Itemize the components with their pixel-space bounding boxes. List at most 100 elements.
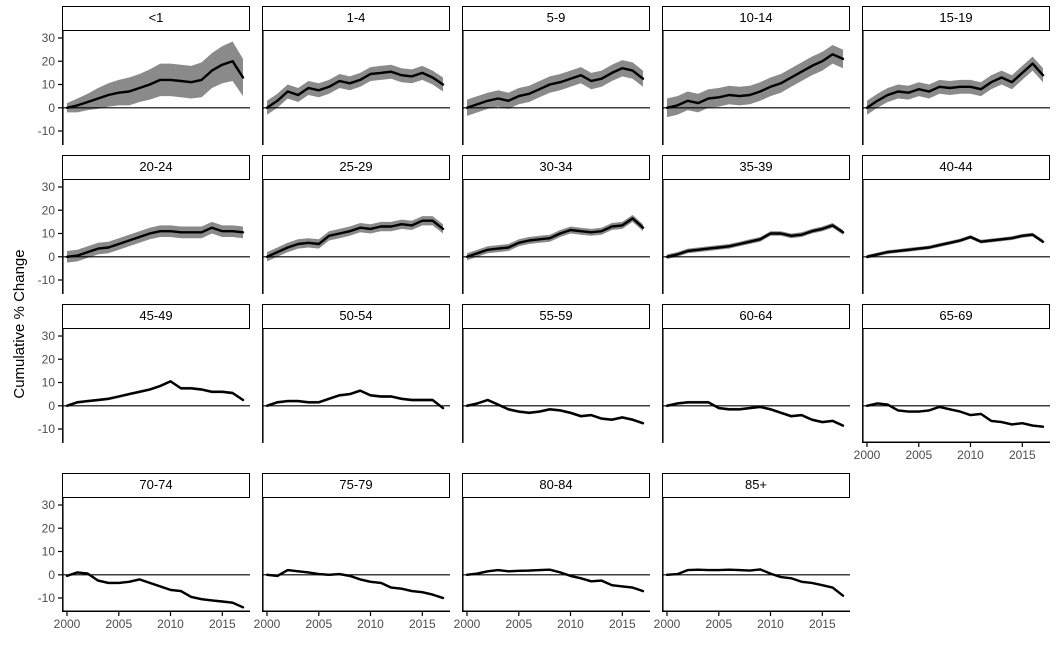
x-tick-label: 2000: [454, 617, 481, 631]
facet-plot: [462, 31, 650, 145]
trend-line: [465, 568, 645, 593]
facet-plot: 30 20 10 0 -10: [38, 180, 250, 294]
facet-plot: [462, 180, 650, 294]
x-tick-label: 2015: [809, 617, 836, 631]
confidence-ribbon: [67, 41, 243, 113]
y-tick-label: -10: [38, 422, 56, 436]
x-tick-label: 2010: [957, 448, 984, 462]
facet-strip-label: 50-54: [262, 304, 450, 329]
facet-plot: [462, 329, 650, 443]
facet-plot: 2000 2005 2010 2015: [854, 329, 1050, 462]
x-tick-label: 2015: [609, 617, 636, 631]
x-tick-label: 2015: [409, 617, 436, 631]
y-tick-label: 20: [42, 54, 56, 68]
y-tick-label: 0: [48, 568, 55, 582]
x-tick-label: 2005: [905, 448, 932, 462]
facet-panel: 10-14: [662, 6, 850, 145]
facet-strip-label: 70-74: [62, 473, 250, 498]
trend-line: [865, 402, 1045, 428]
facet-panel: 25-29: [262, 155, 450, 294]
trend-line: [65, 226, 245, 259]
facet-panel: 85+ 2000 2005 2010 2015: [654, 473, 850, 632]
facet-strip-label: 45-49: [62, 304, 250, 329]
facet-panel: 20-24 30 20 10 0 -10: [24, 155, 250, 294]
facet-plot: 2000 2005 2010 2015: [654, 498, 850, 631]
facet-panel: 15-19: [862, 6, 1050, 145]
facet-strip-label: <1: [62, 6, 250, 31]
trend-line: [65, 380, 245, 408]
x-tick-label: 2005: [505, 617, 532, 631]
y-tick-label: 10: [42, 227, 56, 241]
y-tick-label: 30: [42, 31, 56, 45]
y-tick-label: -10: [38, 124, 56, 138]
x-tick-label: 2015: [209, 617, 236, 631]
facet-plot: [662, 329, 850, 443]
confidence-ribbon: [467, 60, 643, 116]
facet-strip-label: 1-4: [262, 6, 450, 31]
x-tick-label: 2005: [305, 617, 332, 631]
x-tick-label: 2000: [854, 448, 881, 462]
y-tick-label: 0: [48, 101, 55, 115]
trend-line: [265, 219, 445, 259]
facet-panel: 50-54: [262, 304, 450, 443]
facet-panel: 40-44: [862, 155, 1050, 294]
y-tick-label: 30: [42, 329, 56, 343]
trend-line: [865, 62, 1045, 110]
facet-strip-label: 65-69: [862, 304, 1050, 329]
trend-line: [665, 53, 845, 110]
facet-plot: [862, 31, 1050, 145]
facet-plot: [262, 329, 450, 443]
x-tick-label: 2010: [357, 617, 384, 631]
y-tick-label: 30: [42, 498, 56, 512]
confidence-ribbon: [667, 568, 843, 597]
x-tick-label: 2010: [157, 617, 184, 631]
facet-panel: 75-79 2000 2005 2010 2015: [254, 473, 450, 632]
x-tick-label: 2005: [105, 617, 132, 631]
trend-line: [865, 233, 1045, 259]
x-tick-label: 2010: [757, 617, 784, 631]
y-tick-label: 0: [48, 250, 55, 264]
facet-panel: 45-49 30 20 10 0 -10: [24, 304, 250, 443]
y-tick-label: 10: [42, 545, 56, 559]
x-tick-label: 2010: [557, 617, 584, 631]
facet-panel: 65-69 2000 2005 2010 2015: [854, 304, 1050, 463]
facet-panel: 5-9: [462, 6, 650, 145]
facet-strip-label: 55-59: [462, 304, 650, 329]
trend-line: [265, 70, 445, 110]
facet-plot: [262, 31, 450, 145]
facet-panel: 1-4: [262, 6, 450, 145]
trend-line: [65, 571, 245, 609]
facet-strip-label: 60-64: [662, 304, 850, 329]
y-tick-label: -10: [38, 591, 56, 605]
y-tick-label: 10: [42, 78, 56, 92]
x-tick-label: 2005: [705, 617, 732, 631]
confidence-ribbon: [867, 56, 1043, 115]
y-tick-label: 20: [42, 352, 56, 366]
facet-strip-label: 25-29: [262, 155, 450, 180]
facet-panel: 30-34: [462, 155, 650, 294]
y-tick-label: 10: [42, 376, 56, 390]
facet-plot: [862, 180, 1050, 294]
confidence-ribbon: [267, 64, 443, 115]
trend-line: [265, 568, 445, 600]
facet-strip-label: 20-24: [62, 155, 250, 180]
confidence-ribbon: [667, 400, 843, 427]
trend-line: [465, 67, 645, 110]
facet-panel: 70-74 30 20 10 0 -10 2000 2005 2010 2015: [24, 473, 250, 632]
facet-strip-label: 35-39: [662, 155, 850, 180]
facet-strip-label: 75-79: [262, 473, 450, 498]
facet-strip-label: 30-34: [462, 155, 650, 180]
facet-strip-label: 15-19: [862, 6, 1050, 31]
x-tick-label: 2000: [654, 617, 681, 631]
facet-strip-label: 40-44: [862, 155, 1050, 180]
facet-grid: <1 30 20 10 0 -10 1-4 5-9 10-14 15-19 20-24 30 20 10 0…: [24, 6, 1050, 632]
facet-plot: [662, 180, 850, 294]
confidence-ribbon: [667, 45, 843, 118]
facet-panel: 35-39: [662, 155, 850, 294]
y-tick-label: 0: [48, 399, 55, 413]
confidence-ribbon: [267, 216, 443, 262]
facet-plot: [262, 180, 450, 294]
facet-plot: 2000 2005 2010 2015: [254, 498, 450, 631]
